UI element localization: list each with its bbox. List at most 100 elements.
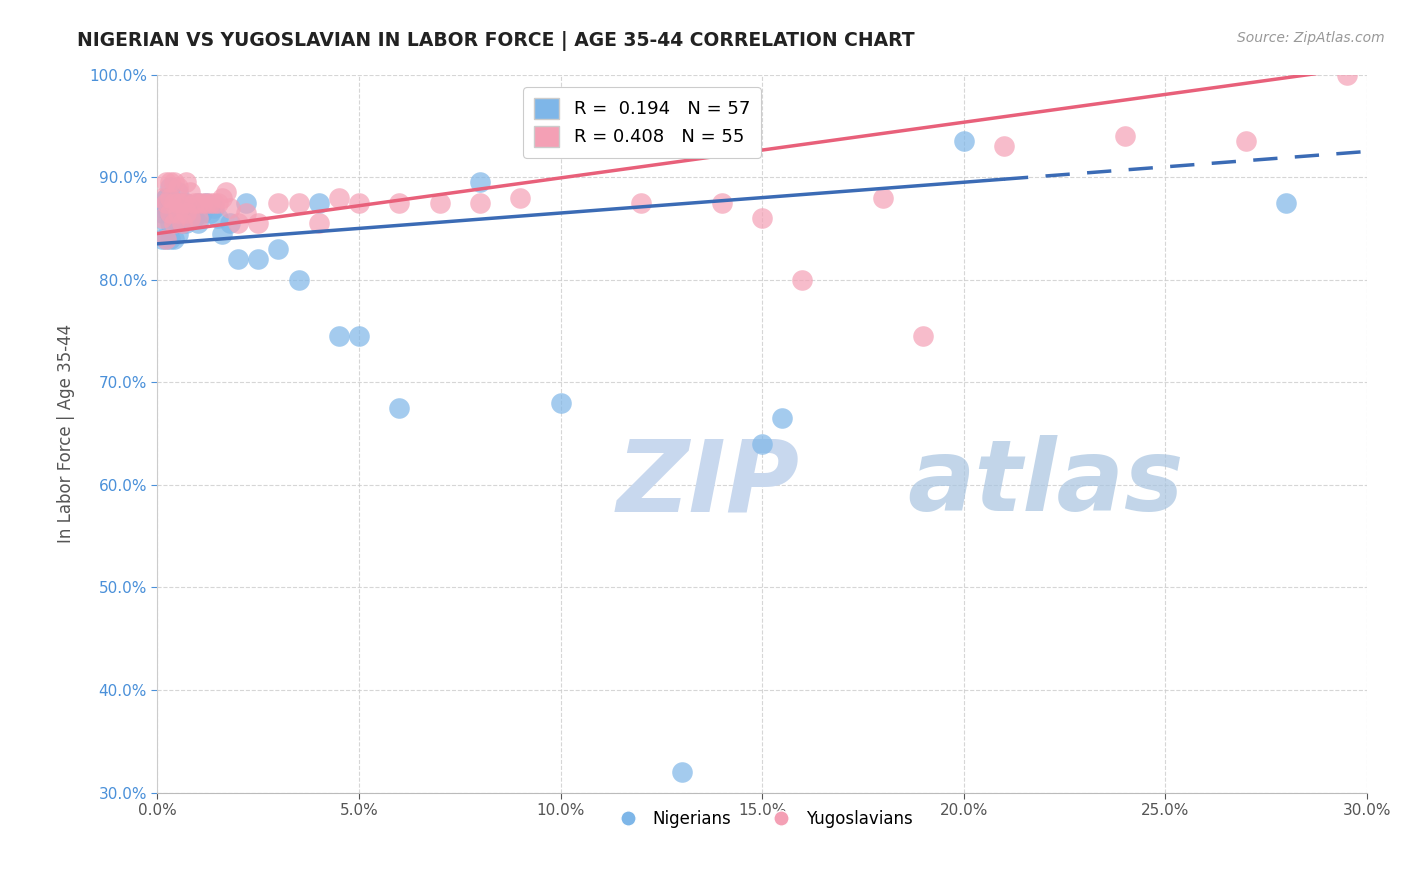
Point — [155, 232, 177, 246]
Point — [202, 201, 225, 215]
Point — [166, 180, 188, 194]
Point — [1336, 68, 1358, 82]
Point — [150, 232, 173, 246]
Point — [247, 252, 270, 267]
Y-axis label: In Labor Force | Age 35-44: In Labor Force | Age 35-44 — [58, 324, 75, 543]
Point — [159, 195, 181, 210]
Point — [162, 211, 184, 226]
Point — [328, 329, 350, 343]
Point — [219, 216, 242, 230]
Point — [207, 211, 229, 226]
Text: Source: ZipAtlas.com: Source: ZipAtlas.com — [1237, 31, 1385, 45]
Point — [194, 195, 217, 210]
Point — [235, 206, 257, 220]
Point — [247, 216, 270, 230]
Point — [179, 201, 201, 215]
Point — [187, 195, 209, 210]
Point — [187, 216, 209, 230]
Point — [155, 216, 177, 230]
Point — [150, 201, 173, 215]
Point — [179, 211, 201, 226]
Point — [166, 186, 188, 200]
Point — [1234, 134, 1257, 148]
Point — [166, 227, 188, 241]
Point — [347, 329, 370, 343]
Point — [166, 195, 188, 210]
Point — [166, 206, 188, 220]
Point — [308, 195, 330, 210]
Point — [308, 216, 330, 230]
Point — [993, 139, 1015, 153]
Point — [198, 195, 221, 210]
Point — [170, 206, 193, 220]
Point — [226, 252, 249, 267]
Point — [751, 211, 773, 226]
Point — [155, 191, 177, 205]
Point — [770, 411, 793, 425]
Point — [187, 211, 209, 226]
Point — [191, 206, 214, 220]
Point — [198, 206, 221, 220]
Point — [226, 216, 249, 230]
Point — [710, 195, 733, 210]
Point — [174, 216, 197, 230]
Point — [155, 175, 177, 189]
Legend: Nigerians, Yugoslavians: Nigerians, Yugoslavians — [605, 804, 920, 835]
Point — [166, 195, 188, 210]
Point — [162, 232, 184, 246]
Point — [468, 195, 491, 210]
Text: ZIP: ZIP — [617, 435, 800, 533]
Point — [211, 191, 233, 205]
Point — [150, 211, 173, 226]
Point — [671, 765, 693, 780]
Point — [630, 195, 652, 210]
Point — [388, 195, 411, 210]
Point — [166, 216, 188, 230]
Point — [155, 195, 177, 210]
Point — [159, 206, 181, 220]
Point — [174, 195, 197, 210]
Text: NIGERIAN VS YUGOSLAVIAN IN LABOR FORCE | AGE 35-44 CORRELATION CHART: NIGERIAN VS YUGOSLAVIAN IN LABOR FORCE |… — [77, 31, 915, 51]
Point — [159, 206, 181, 220]
Point — [235, 195, 257, 210]
Point — [162, 175, 184, 189]
Point — [194, 195, 217, 210]
Point — [155, 191, 177, 205]
Point — [150, 191, 173, 205]
Point — [159, 216, 181, 230]
Point — [287, 195, 309, 210]
Point — [550, 396, 572, 410]
Point — [183, 211, 205, 226]
Point — [792, 273, 814, 287]
Point — [388, 401, 411, 415]
Point — [159, 175, 181, 189]
Point — [872, 191, 894, 205]
Point — [183, 195, 205, 210]
Point — [207, 195, 229, 210]
Point — [174, 175, 197, 189]
Point — [1114, 129, 1136, 144]
Point — [215, 186, 238, 200]
Point — [219, 201, 242, 215]
Point — [509, 191, 531, 205]
Point — [550, 139, 572, 153]
Point — [912, 329, 935, 343]
Point — [468, 175, 491, 189]
Point — [751, 437, 773, 451]
Point — [179, 186, 201, 200]
Point — [162, 195, 184, 210]
Point — [150, 206, 173, 220]
Point — [287, 273, 309, 287]
Point — [267, 242, 290, 256]
Point — [1275, 195, 1298, 210]
Point — [191, 195, 214, 210]
Point — [170, 195, 193, 210]
Point — [211, 227, 233, 241]
Point — [162, 216, 184, 230]
Point — [952, 134, 974, 148]
Point — [187, 195, 209, 210]
Point — [170, 195, 193, 210]
Point — [159, 201, 181, 215]
Point — [170, 216, 193, 230]
Point — [347, 195, 370, 210]
